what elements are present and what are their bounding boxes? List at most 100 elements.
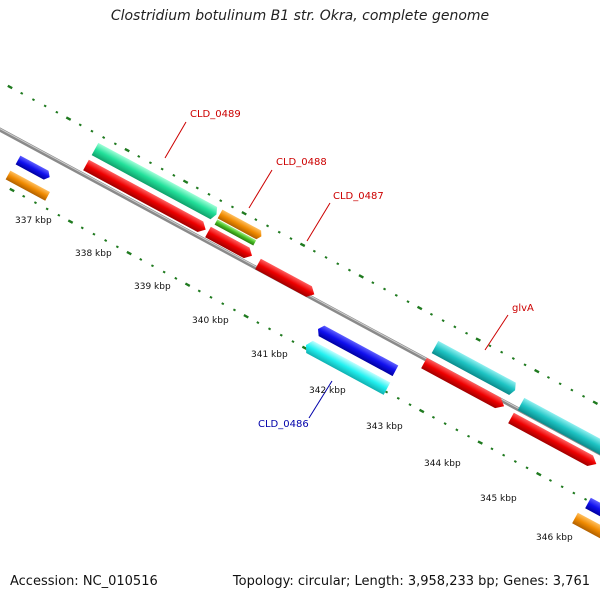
scale-label: 342 kbp	[309, 386, 346, 396]
inner-minor-tick	[443, 422, 447, 426]
feature-cld-0486[interactable]	[303, 339, 391, 395]
outer-minor-tick	[277, 230, 281, 234]
outer-minor-tick	[137, 155, 141, 158]
inner-minor-tick	[221, 302, 225, 306]
outer-minor-tick	[230, 205, 234, 209]
outer-minor-tick	[582, 394, 586, 398]
inner-minor-tick	[513, 460, 517, 463]
inner-minor-tick	[291, 340, 295, 343]
inner-minor-tick	[197, 289, 201, 293]
feature-cld-0489[interactable]	[91, 142, 220, 221]
gene-label-cld-0488: CLD_0488	[276, 157, 327, 168]
outer-minor-tick	[113, 142, 117, 146]
leader-cld-0489	[164, 121, 187, 159]
outer-minor-tick	[102, 136, 106, 139]
outer-minor-tick	[195, 186, 199, 190]
feature-blue-bottom-right[interactable]	[585, 497, 600, 523]
inner-minor-tick	[525, 466, 529, 470]
outer-major-tick	[7, 84, 13, 90]
feature-red-3[interactable]	[421, 357, 507, 412]
inner-minor-tick	[150, 264, 154, 268]
outer-minor-tick	[546, 376, 550, 379]
outer-minor-tick	[336, 262, 340, 266]
inner-major-tick	[418, 408, 425, 414]
feature-red-2[interactable]	[205, 226, 255, 261]
outer-tick-track	[7, 84, 599, 405]
feature-lime[interactable]	[214, 219, 257, 246]
inner-minor-tick	[408, 403, 412, 407]
inner-minor-tick	[104, 239, 108, 242]
scale-label-group: 337 kbp 338 kbp 339 kbp 340 kbp 341 kbp …	[15, 216, 573, 543]
outer-minor-tick	[371, 281, 375, 285]
outer-minor-tick	[78, 123, 82, 127]
outer-major-tick	[241, 211, 247, 216]
leader-cld-0486	[308, 380, 333, 419]
feature-blue-middle[interactable]	[315, 324, 399, 377]
outer-minor-tick	[55, 110, 59, 114]
inner-minor-tick	[174, 276, 178, 280]
inner-major-tick	[301, 345, 308, 351]
inner-minor-tick	[560, 485, 564, 489]
inner-major-tick	[126, 250, 132, 256]
outer-minor-tick	[254, 218, 258, 222]
outer-minor-tick	[441, 319, 445, 323]
inner-minor-tick	[396, 396, 400, 400]
feature-teal-right[interactable]	[517, 397, 600, 458]
inner-major-tick	[477, 440, 483, 445]
scale-label: 341 kbp	[251, 350, 288, 360]
feature-glva[interactable]	[431, 340, 519, 397]
inner-minor-tick	[162, 270, 166, 274]
feature-cld-0487[interactable]	[255, 258, 317, 300]
inner-minor-tick	[279, 333, 283, 337]
feature-red-right[interactable]	[508, 412, 599, 470]
feature-red-1[interactable]	[83, 159, 208, 235]
outer-minor-tick	[43, 104, 47, 108]
scale-label: 346 kbp	[536, 533, 573, 543]
scale-label: 344 kbp	[424, 459, 461, 469]
inner-minor-tick	[33, 201, 37, 205]
feature-orange-left[interactable]	[5, 170, 50, 201]
outer-major-tick	[475, 337, 481, 342]
gene-label-glva: glvA	[512, 303, 534, 314]
inner-minor-tick	[232, 308, 236, 312]
inner-minor-tick	[548, 479, 552, 482]
gene-label-cld-0489: CLD_0489	[190, 109, 241, 120]
outer-minor-tick	[20, 91, 24, 95]
inner-minor-tick	[467, 434, 471, 438]
outer-minor-tick	[500, 350, 504, 354]
inner-minor-tick	[385, 390, 389, 394]
outer-minor-tick	[558, 382, 562, 386]
leader-cld-0487	[306, 202, 331, 242]
genome-summary-text: Topology: circular; Length: 3,958,233 bp…	[232, 574, 590, 589]
feature-blue-left[interactable]	[15, 155, 52, 182]
inner-tick-track	[9, 187, 600, 508]
outer-minor-tick	[570, 388, 574, 392]
inner-minor-tick	[57, 213, 61, 217]
outer-major-tick	[299, 242, 306, 248]
outer-major-tick	[592, 400, 599, 405]
page-title: Clostridium botulinum B1 str. Okra, comp…	[110, 8, 490, 24]
inner-major-tick	[536, 471, 542, 477]
scale-label: 345 kbp	[480, 494, 517, 504]
outer-minor-tick	[488, 344, 492, 348]
inner-minor-tick	[45, 207, 49, 211]
outer-minor-tick	[383, 287, 387, 291]
outer-major-tick	[358, 274, 364, 279]
feature-orange-bottom-right[interactable]	[572, 512, 600, 543]
inner-minor-tick	[584, 497, 588, 501]
outer-major-tick	[534, 368, 540, 374]
outer-minor-tick	[160, 167, 164, 171]
inner-minor-tick	[209, 295, 213, 299]
inner-minor-tick	[139, 258, 143, 261]
feature-track	[5, 142, 600, 543]
outer-minor-tick	[90, 129, 94, 133]
outer-minor-tick	[31, 98, 35, 102]
scale-label: 338 kbp	[75, 249, 112, 259]
outer-minor-tick	[324, 256, 328, 259]
outer-minor-tick	[465, 331, 469, 335]
outer-major-tick	[182, 179, 189, 184]
outer-minor-tick	[453, 325, 457, 329]
feature-cld-0488[interactable]	[217, 209, 264, 241]
outer-minor-tick	[406, 300, 410, 304]
